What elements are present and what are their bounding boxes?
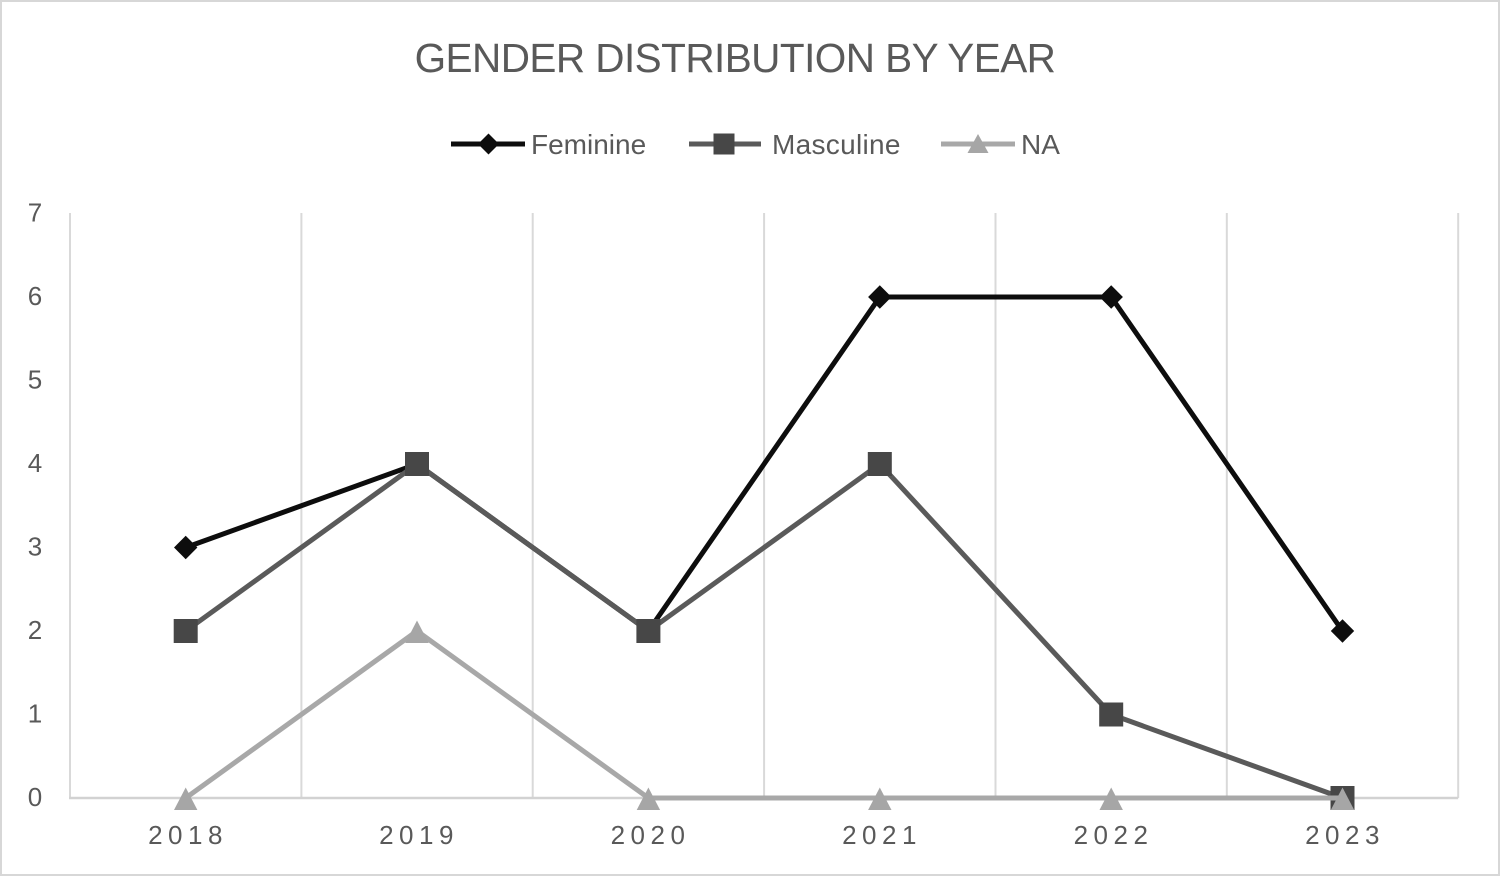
svg-text:2023: 2023 <box>1305 820 1385 850</box>
svg-text:1: 1 <box>28 699 42 729</box>
svg-text:3: 3 <box>28 532 42 562</box>
svg-text:2021: 2021 <box>842 820 922 850</box>
svg-text:2018: 2018 <box>148 820 228 850</box>
svg-text:6: 6 <box>28 281 42 311</box>
svg-text:5: 5 <box>28 365 42 395</box>
svg-text:2019: 2019 <box>379 820 459 850</box>
svg-text:0: 0 <box>28 782 42 812</box>
svg-text:Masculine: Masculine <box>772 129 901 160</box>
svg-text:2022: 2022 <box>1074 820 1154 850</box>
svg-text:2: 2 <box>28 615 42 645</box>
svg-text:GENDER DISTRIBUTION BY YEAR: GENDER DISTRIBUTION BY YEAR <box>415 35 1056 81</box>
svg-text:Feminine: Feminine <box>531 129 646 160</box>
svg-text:2020: 2020 <box>611 820 691 850</box>
svg-text:NA: NA <box>1021 129 1060 160</box>
svg-text:7: 7 <box>28 198 42 228</box>
svg-text:4: 4 <box>28 448 42 478</box>
